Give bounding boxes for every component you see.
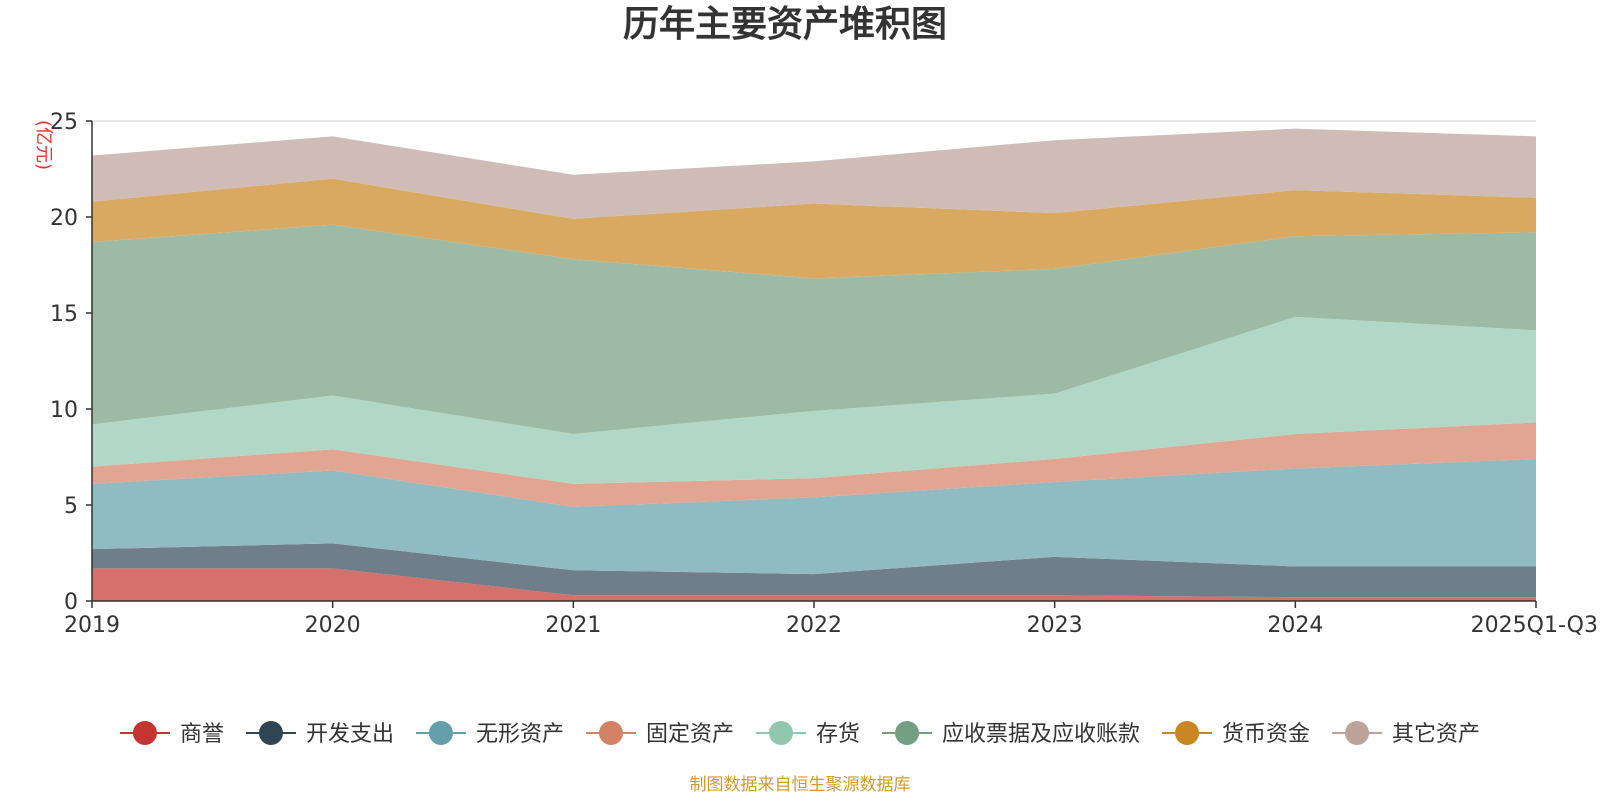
chart-title: 历年主要资产堆积图	[623, 4, 947, 45]
legend-circle-icon	[598, 721, 623, 745]
legend-circle-icon	[132, 721, 157, 745]
source-note: 制图数据来自恒生聚源数据库	[690, 775, 911, 795]
y-tick-label: 25	[50, 110, 78, 135]
area-无形资产	[92, 458, 1536, 575]
x-tick-label: 2020	[305, 613, 361, 638]
legend-item-存货[interactable]: 存货	[756, 721, 860, 747]
legend-item-货币资金[interactable]: 货币资金	[1162, 721, 1310, 747]
x-tick-label: 2023	[1027, 613, 1083, 638]
y-tick-label: 5	[64, 494, 78, 519]
area-商誉	[92, 568, 1536, 601]
area-货币资金	[92, 178, 1536, 279]
legend-item-其它资产[interactable]: 其它资产	[1332, 721, 1480, 747]
legend-label: 货币资金	[1222, 722, 1310, 747]
legend-label: 其它资产	[1392, 722, 1480, 747]
legend-item-商誉[interactable]: 商誉	[119, 721, 224, 747]
legend-item-无形资产[interactable]: 无形资产	[415, 721, 564, 747]
area-开发支出	[92, 543, 1536, 598]
area-应收票据及应收账款	[92, 224, 1536, 434]
area-其它资产	[92, 128, 1536, 219]
y-tick-label: 20	[50, 206, 78, 231]
legend-label: 商誉	[180, 722, 224, 747]
area-series-group	[92, 128, 1536, 601]
y-tick-label: 15	[50, 302, 78, 327]
legend-item-应收票据及应收账款[interactable]: 应收票据及应收账款	[882, 721, 1140, 747]
x-tick-label: 2019	[64, 613, 120, 638]
y-tick-label: 10	[50, 398, 78, 423]
legend-label: 存货	[816, 722, 860, 747]
legend-item-开发支出[interactable]: 开发支出	[245, 721, 394, 747]
x-tick-label: 2025Q1-Q3	[1471, 613, 1598, 638]
legend-label: 固定资产	[646, 722, 734, 747]
legend[interactable]: 商誉 开发支出 无形资产 固定资产 存货 应收票据及应收账款 货币资金 其它资产	[119, 721, 1480, 747]
legend-circle-icon	[895, 721, 920, 745]
legend-circle-icon	[1345, 721, 1370, 745]
legend-label: 开发支出	[306, 722, 394, 747]
legend-label: 无形资产	[476, 722, 564, 747]
x-tick-label: 2022	[786, 613, 842, 638]
area-固定资产	[92, 422, 1536, 507]
area-存货	[92, 316, 1536, 484]
y-tick-label: 0	[64, 590, 78, 615]
legend-label: 应收票据及应收账款	[942, 722, 1140, 747]
x-tick-label: 2024	[1267, 613, 1323, 638]
legend-circle-icon	[428, 721, 453, 745]
axes: 0 5 10 15 20 25 2019 2020 2021 2022 2023 2024 2025Q1…	[50, 110, 1598, 638]
legend-circle-icon	[258, 721, 283, 745]
legend-circle-icon	[1175, 721, 1200, 745]
legend-item-固定资产[interactable]: 固定资产	[585, 721, 734, 747]
y-axis-unit-label: (亿元)	[33, 120, 54, 170]
legend-circle-icon	[769, 721, 793, 745]
x-tick-label: 2021	[545, 613, 601, 638]
